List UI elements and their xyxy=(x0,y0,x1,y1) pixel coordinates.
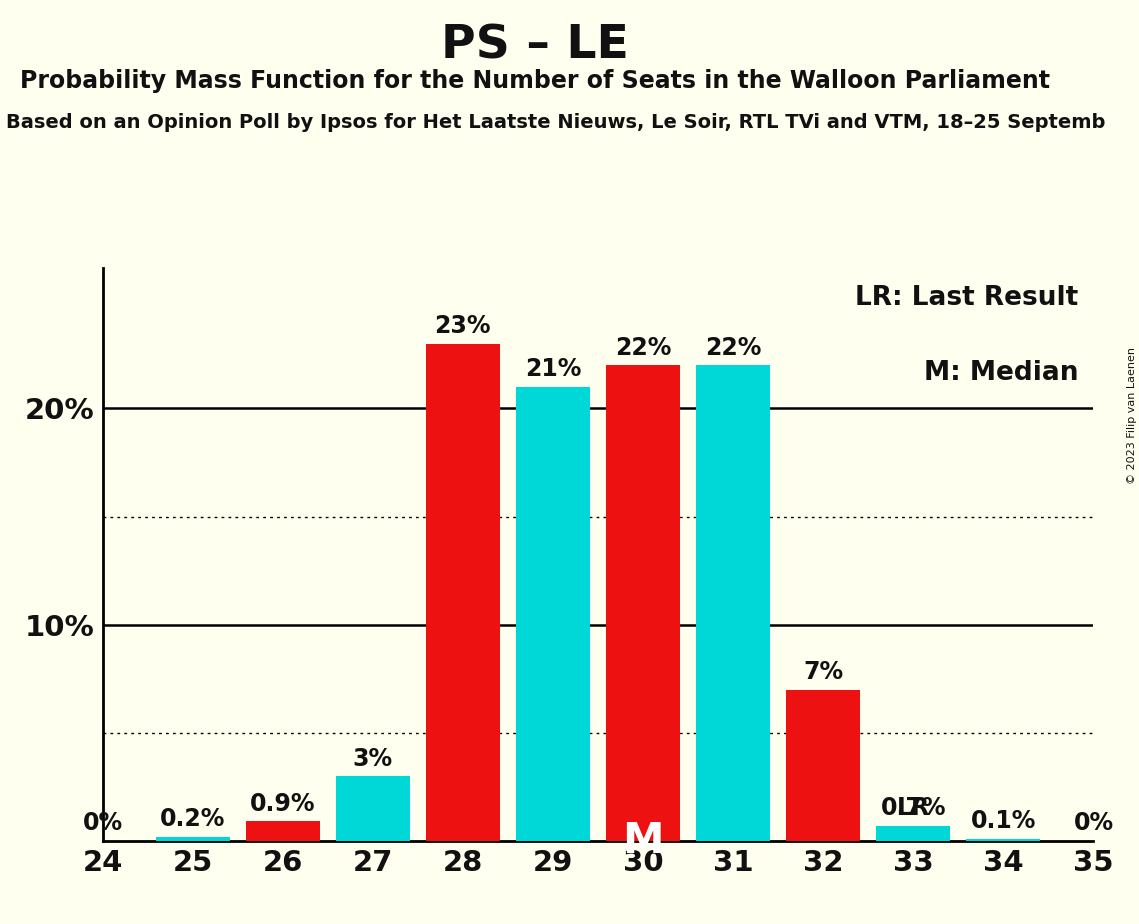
Text: 21%: 21% xyxy=(525,358,581,382)
Bar xyxy=(606,365,680,841)
Text: 0%: 0% xyxy=(1073,811,1114,835)
Text: © 2023 Filip van Laenen: © 2023 Filip van Laenen xyxy=(1126,347,1137,484)
Text: 0.1%: 0.1% xyxy=(970,809,1036,833)
Text: 0%: 0% xyxy=(82,811,123,835)
Bar xyxy=(516,387,590,841)
Text: 0.9%: 0.9% xyxy=(249,792,316,816)
Bar xyxy=(966,839,1040,841)
Text: PS – LE: PS – LE xyxy=(442,23,629,68)
Bar xyxy=(156,836,230,841)
Text: Based on an Opinion Poll by Ipsos for Het Laatste Nieuws, Le Soir, RTL TVi and V: Based on an Opinion Poll by Ipsos for He… xyxy=(6,113,1105,132)
Bar xyxy=(876,826,950,841)
Bar xyxy=(426,344,500,841)
Text: M: Median: M: Median xyxy=(924,359,1079,385)
Text: 7%: 7% xyxy=(803,660,843,684)
Text: 3%: 3% xyxy=(353,747,393,771)
Text: 23%: 23% xyxy=(435,314,491,338)
Text: Probability Mass Function for the Number of Seats in the Walloon Parliament: Probability Mass Function for the Number… xyxy=(21,69,1050,93)
Text: 22%: 22% xyxy=(705,335,761,359)
Text: M: M xyxy=(622,820,664,862)
Text: 0.7%: 0.7% xyxy=(880,796,947,821)
Bar xyxy=(336,776,410,841)
Text: 0.2%: 0.2% xyxy=(159,807,226,831)
Text: LR: Last Result: LR: Last Result xyxy=(855,286,1079,311)
Text: LR: LR xyxy=(896,796,929,821)
Bar xyxy=(246,821,320,841)
Text: 22%: 22% xyxy=(615,335,671,359)
Bar xyxy=(786,689,860,841)
Bar xyxy=(696,365,770,841)
